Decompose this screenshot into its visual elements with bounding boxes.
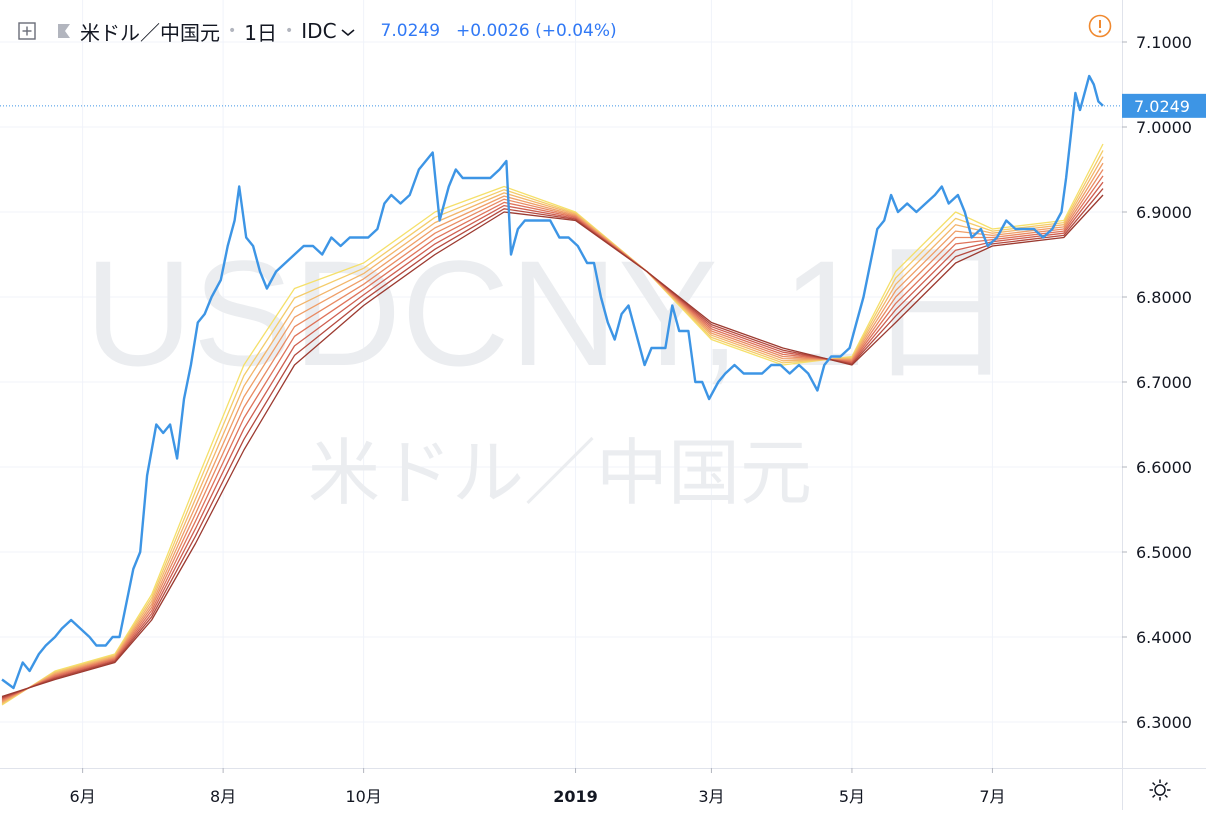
ma-ribbon-line xyxy=(1,181,1104,700)
flag-icon[interactable] xyxy=(56,22,72,40)
y-tick-label: 7.1000 xyxy=(1136,33,1192,52)
source-label[interactable]: IDC xyxy=(301,19,337,43)
ma-ribbon-line xyxy=(1,150,1104,705)
ma-ribbon-line xyxy=(1,143,1104,706)
price-line xyxy=(1,74,1104,690)
warning-icon[interactable] xyxy=(1088,14,1112,38)
settings-icon[interactable] xyxy=(1148,778,1172,802)
y-tick-label: 6.3000 xyxy=(1136,713,1192,732)
price-axis[interactable]: 7.1000 7.0000 6.9000 6.8000 6.7000 6.6000 6.50… xyxy=(1122,0,1206,810)
y-tick-label: 6.9000 xyxy=(1136,203,1192,222)
separator-dot: • xyxy=(285,23,294,39)
price-series xyxy=(1,74,1104,690)
y-tick-label: 6.6000 xyxy=(1136,458,1192,477)
ma-ribbon-line xyxy=(1,188,1104,699)
last-price-label: 7.0249 xyxy=(1134,97,1190,116)
x-tick-label: 8月 xyxy=(210,787,236,806)
ma-ribbon-line xyxy=(1,194,1104,698)
y-tick-label: 7.0000 xyxy=(1136,118,1192,137)
last-price-label-box xyxy=(1122,93,1206,118)
x-tick-label: 7月 xyxy=(979,787,1005,806)
last-price-value: 7.0249 xyxy=(380,21,441,41)
ma-ribbon-line xyxy=(1,169,1104,702)
separator-dot: • xyxy=(228,23,237,39)
y-tick-label: 6.4000 xyxy=(1136,628,1192,647)
x-tick-label: 10月 xyxy=(345,787,381,806)
ma-ribbon xyxy=(1,143,1104,706)
ma-ribbon-line xyxy=(1,156,1104,704)
x-tick-label: 2019 xyxy=(553,787,598,806)
expand-icon[interactable] xyxy=(18,22,36,40)
chart-legend-header: 米ドル／中国元 • 1日 • IDC 7.0249 +0.0026 (+0.04… xyxy=(0,14,617,48)
watermark-name: 米ドル／中国元 xyxy=(308,431,812,515)
y-tick-label: 6.7000 xyxy=(1136,373,1192,392)
x-tick-label: 6月 xyxy=(70,787,96,806)
x-tick-label: 5月 xyxy=(839,787,865,806)
interval-label[interactable]: 1日 xyxy=(244,20,277,45)
price-change: +0.0026 (+0.04%) xyxy=(456,21,617,41)
x-tick-label: 3月 xyxy=(698,787,724,806)
symbol-name[interactable]: 米ドル／中国元 xyxy=(80,20,220,45)
ma-ribbon-line xyxy=(1,162,1104,703)
y-tick-label: 6.8000 xyxy=(1136,288,1192,307)
time-axis[interactable]: 6月 8月 10月 2019 3月 5月 7月 xyxy=(70,768,1006,806)
chevron-down-icon[interactable] xyxy=(341,19,355,43)
watermark: USDCNY, 1日 米ドル／中国元 xyxy=(85,229,1016,515)
ma-ribbon-line xyxy=(1,175,1104,701)
y-tick-label: 6.5000 xyxy=(1136,543,1192,562)
